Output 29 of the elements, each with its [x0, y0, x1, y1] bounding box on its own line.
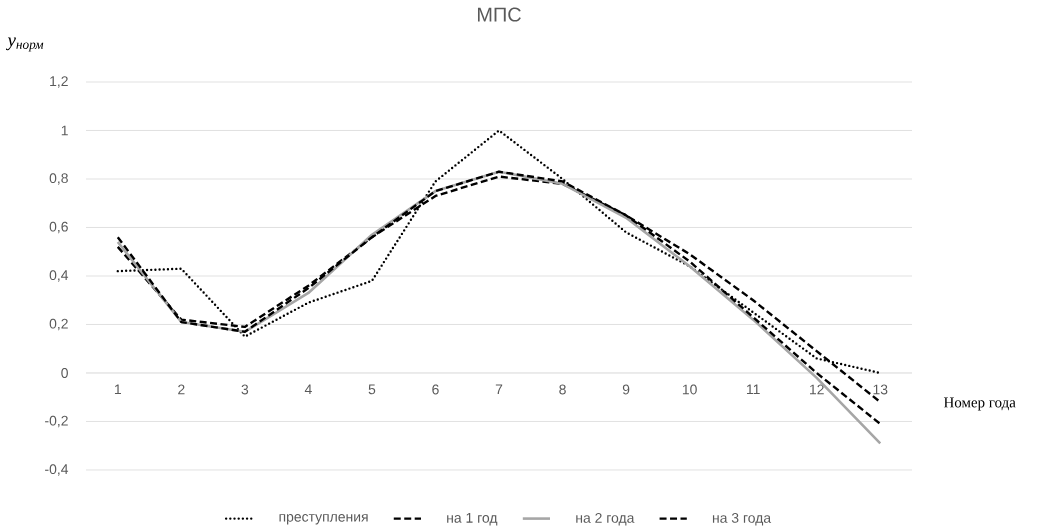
x-tick-label: 11	[746, 384, 760, 395]
x-tick-label: 9	[622, 384, 630, 395]
x-tick-label: 8	[559, 384, 566, 395]
x-tick-label: 4	[304, 384, 312, 395]
y-tick-label: 0,6	[49, 221, 68, 234]
x-tick-label: 13	[873, 384, 888, 395]
x-axis-title: Номер года	[943, 397, 1016, 411]
x-tick-label: 2	[178, 384, 185, 395]
x-tick-label: 7	[495, 384, 503, 395]
legend-label: на 2 года	[576, 512, 635, 526]
x-tick-label: 10	[682, 384, 697, 395]
y-tick-label: 1,2	[50, 76, 68, 88]
y-axis-title: y$_{норм}$	[5, 37, 44, 52]
chart-title: МПС	[477, 7, 521, 22]
x-tick-label: 1	[114, 384, 121, 395]
legend-label: преступления	[279, 514, 368, 525]
y-tick-label: -0,2	[45, 415, 68, 428]
legend-label: на 3 года	[712, 512, 772, 526]
x-tick-label: 3	[241, 384, 249, 395]
x-tick-label: 6	[432, 384, 439, 395]
y-tick-label: 0	[61, 368, 68, 378]
x-tick-label: 5	[368, 384, 376, 395]
y-tick-label: 1	[61, 125, 68, 136]
x-tick-label: 12	[810, 384, 824, 395]
y-tick-label: 0,2	[49, 318, 68, 331]
y-tick-label: -0,4	[45, 464, 69, 476]
y-tick-label: 0,4	[49, 270, 69, 282]
y-tick-label: 0,8	[49, 173, 68, 185]
legend-label: на 1 год	[447, 513, 498, 526]
